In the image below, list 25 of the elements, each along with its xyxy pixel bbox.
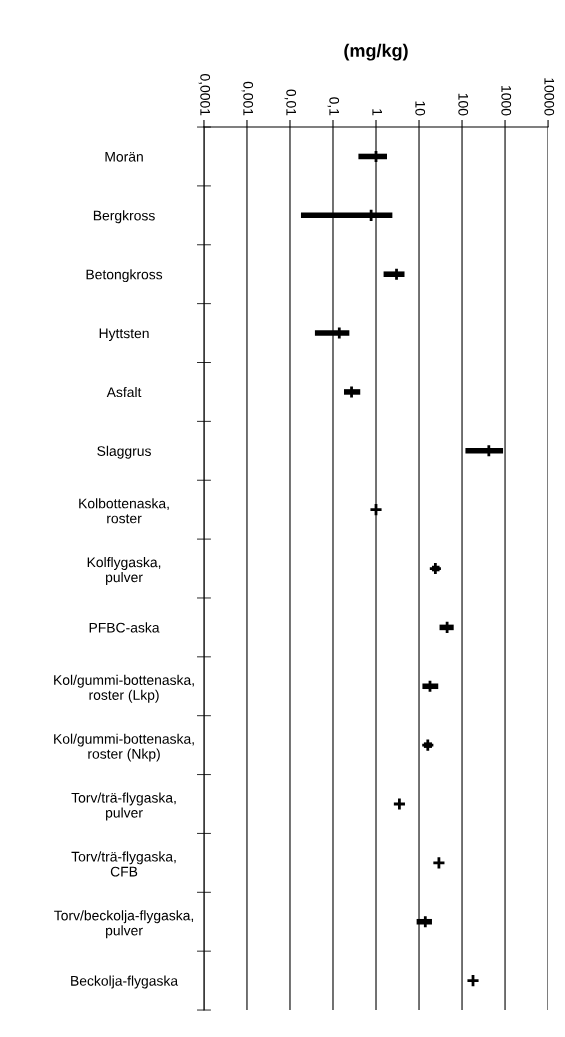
y-tick-label: Torv/trä-flygaska, CFB	[71, 851, 176, 877]
y-tick-label: Hyttsten	[99, 328, 149, 341]
y-tick-label: Betongkross	[86, 269, 163, 283]
y-tick-label: Asfalt	[106, 386, 142, 398]
y-tick-label: Bergkross	[93, 210, 155, 224]
y-tick-label: Morän	[105, 151, 143, 162]
y-tick-label: Kol/gummi-bottenaska, roster (Lkp)	[54, 674, 194, 703]
x-tick-label: 1	[372, 109, 382, 116]
x-tick-label: 100	[458, 93, 469, 116]
y-tick-label: Kol/gummi-bottenaska, roster (Nkp)	[54, 733, 194, 762]
x-tick-label: 10	[415, 101, 426, 116]
y-tick-label: Kolflygaska, pulver	[87, 557, 161, 585]
y-tick-label: Torv/trä-flygaska, pulver	[71, 792, 176, 821]
y-tick-label: Torv/beckolja-flygaska, pulver	[54, 910, 194, 939]
x-tick-label: 0,001	[241, 81, 254, 116]
x-tick-label: 0,01	[284, 89, 297, 116]
y-tick-label: Kolbottenaska, roster	[79, 498, 169, 524]
x-tick-label: 0,0001	[198, 73, 211, 116]
y-tick-label: Slaggrus	[97, 445, 151, 459]
x-tick-label: 0,1	[327, 97, 340, 116]
x-tick-label: 1000	[501, 86, 512, 116]
x-axis-title: (mg/kg)	[344, 43, 408, 61]
x-tick-label: 10000	[544, 78, 555, 116]
y-tick-label: Beckolja-flygaska	[71, 975, 179, 989]
y-tick-label: PFBC-aska	[89, 622, 160, 633]
